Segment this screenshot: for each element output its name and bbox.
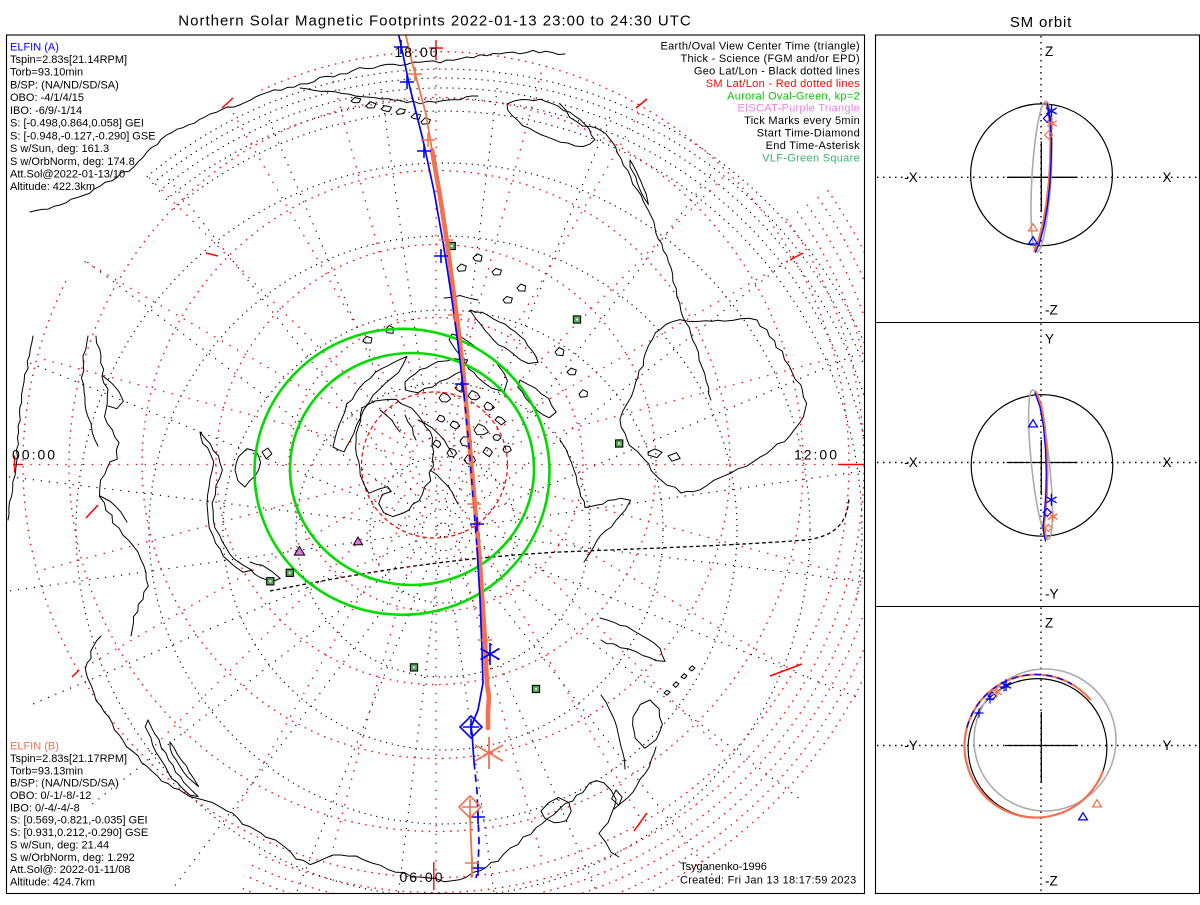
svg-text:Geo Lat/Lon - Black dotted lin: Geo Lat/Lon - Black dotted lines: [694, 65, 860, 77]
svg-text:18:00: 18:00: [394, 44, 439, 60]
svg-text:-X: -X: [904, 170, 918, 185]
svg-text:Altitude: 422.3km: Altitude: 422.3km: [10, 181, 95, 193]
svg-text:Torb=93.10min: Torb=93.10min: [10, 67, 83, 79]
svg-text:IBO: -6/9/-1/14: IBO: -6/9/-1/14: [10, 105, 82, 117]
svg-text:S w/OrbNorm, deg: 1.292: S w/OrbNorm, deg: 1.292: [10, 852, 135, 864]
svg-text:06:00: 06:00: [399, 869, 444, 885]
svg-text:S w/Sun, deg: 21.44: S w/Sun, deg: 21.44: [10, 839, 109, 851]
svg-text:B/SP: (NA/ND/SD/SA): B/SP: (NA/ND/SD/SA): [10, 778, 119, 790]
svg-text:S: [0.931,0.212,-0.290] GSE: S: [0.931,0.212,-0.290] GSE: [10, 827, 148, 839]
svg-text:Tick Marks every 5min: Tick Marks every 5min: [744, 115, 860, 127]
svg-text:SM Lat/Lon - Red dotted lines: SM Lat/Lon - Red dotted lines: [706, 78, 860, 90]
svg-text:-Z: -Z: [1045, 303, 1058, 318]
svg-text:Att.Sol@: 2022-01-11/08: Att.Sol@: 2022-01-11/08: [10, 864, 130, 876]
svg-text:Created: Fri Jan 13 18:17:59 2: Created: Fri Jan 13 18:17:59 2023: [680, 875, 856, 887]
svg-text:S: [0.569,-0.821,-0.035] GEI: S: [0.569,-0.821,-0.035] GEI: [10, 815, 148, 827]
svg-text:Z: Z: [1045, 616, 1053, 631]
svg-text:-X: -X: [904, 455, 918, 470]
svg-text:-Z: -Z: [1045, 874, 1058, 889]
svg-text:X: X: [1162, 170, 1171, 185]
svg-text:Torb=93.13min: Torb=93.13min: [10, 765, 83, 777]
svg-text:EISCAT-Purple Triangle: EISCAT-Purple Triangle: [737, 103, 860, 115]
svg-text:Tspin=2.83s[21.14RPM]: Tspin=2.83s[21.14RPM]: [10, 54, 127, 66]
svg-text:Altitude: 424.7km: Altitude: 424.7km: [10, 877, 95, 889]
svg-text:12:00: 12:00: [794, 447, 839, 463]
svg-text:-Y: -Y: [904, 738, 918, 753]
svg-text:Tsyganenko-1996: Tsyganenko-1996: [680, 861, 767, 873]
svg-text:X: X: [1162, 455, 1171, 470]
svg-text:Y: Y: [1045, 332, 1054, 347]
svg-text:S: [-0.498,0.864,0.058] GEI: S: [-0.498,0.864,0.058] GEI: [10, 118, 144, 130]
svg-text:SM orbit: SM orbit: [1010, 14, 1072, 31]
svg-text:OBO: -4/1/4/15: OBO: -4/1/4/15: [10, 92, 84, 104]
svg-text:S w/OrbNorm, deg: 174.8: S w/OrbNorm, deg: 174.8: [10, 156, 135, 168]
svg-text:Tspin=2.83s[21.17RPM]: Tspin=2.83s[21.17RPM]: [10, 753, 127, 765]
svg-text:ELFIN (A): ELFIN (A): [10, 41, 59, 53]
svg-text:S w/Sun, deg: 161.3: S w/Sun, deg: 161.3: [10, 143, 109, 155]
svg-text:Earth/Oval View Center Time (t: Earth/Oval View Center Time (triangle): [661, 41, 861, 53]
svg-text:Thick - Science (FGM and/or EP: Thick - Science (FGM and/or EPD): [680, 53, 860, 65]
svg-text:Start Time-Diamond: Start Time-Diamond: [757, 128, 860, 140]
svg-text:OBO: 0/-1/-8/-12: OBO: 0/-1/-8/-12: [10, 790, 91, 802]
svg-text:Att.Sol@2022-01-13/10: Att.Sol@2022-01-13/10: [10, 169, 125, 181]
svg-text:IBO: 0/-4/-4/-8: IBO: 0/-4/-4/-8: [10, 802, 80, 814]
svg-text:B/SP: (NA/ND/SD/SA): B/SP: (NA/ND/SD/SA): [10, 80, 119, 92]
svg-text:Auroral Oval-Green, kp=2: Auroral Oval-Green, kp=2: [727, 90, 860, 102]
svg-text:-Y: -Y: [1045, 587, 1059, 602]
svg-text:VLF-Green Square: VLF-Green Square: [762, 152, 860, 164]
svg-text:S: [-0.948,-0.127,-0.290] GSE: S: [-0.948,-0.127,-0.290] GSE: [10, 130, 156, 142]
svg-text:Y: Y: [1162, 738, 1171, 753]
svg-text:00:00: 00:00: [12, 447, 57, 463]
svg-text:Z: Z: [1045, 44, 1053, 59]
svg-text:Northern Solar Magnetic Footpr: Northern Solar Magnetic Footprints 2022-…: [178, 13, 691, 30]
svg-text:ELFIN (B): ELFIN (B): [10, 741, 59, 753]
svg-text:End Time-Asterisk: End Time-Asterisk: [766, 140, 861, 152]
